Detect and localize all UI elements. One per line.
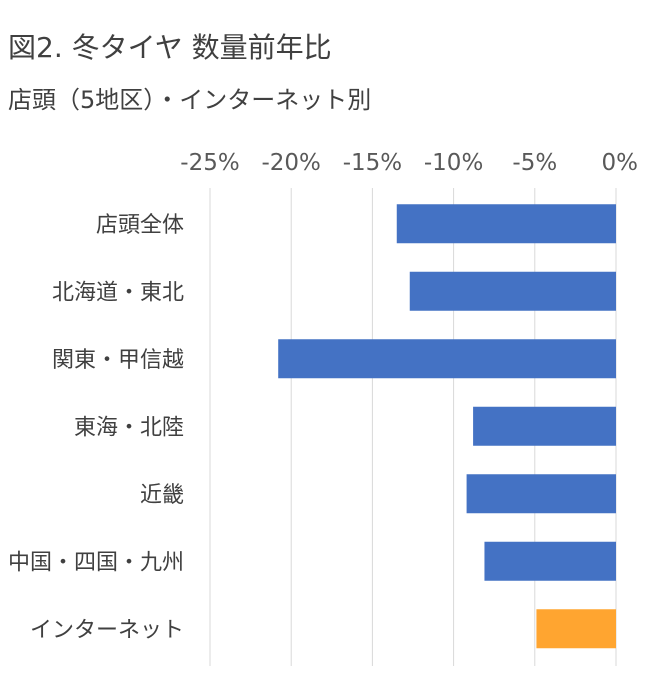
- bar: [278, 339, 616, 379]
- category-label: 中国・四国・九州: [8, 550, 184, 575]
- category-label: 北海道・東北: [52, 280, 184, 305]
- bar: [466, 474, 616, 514]
- bar: [409, 271, 616, 311]
- bar: [536, 609, 616, 649]
- category-label: 東海・北陸: [74, 415, 184, 440]
- chart-subtitle: 店頭（5地区）・インターネット別: [8, 86, 372, 114]
- x-tick-label: -5%: [512, 150, 557, 176]
- bar: [396, 204, 616, 244]
- x-tick-label: -20%: [261, 150, 320, 176]
- category-label: インターネット: [30, 618, 184, 643]
- category-label: 関東・甲信越: [52, 348, 184, 373]
- bar: [473, 406, 616, 446]
- category-label: 近畿: [140, 483, 184, 508]
- category-label: 店頭全体: [96, 213, 184, 238]
- x-tick-label: -25%: [180, 150, 239, 176]
- x-axis-tick-labels: -25% -20% -15% -10% -5% 0%: [180, 150, 638, 176]
- bars: [278, 204, 616, 649]
- x-tick-label: 0%: [602, 150, 639, 176]
- x-tick-label: -15%: [343, 150, 402, 176]
- chart-title: 図2. 冬タイヤ 数量前年比: [8, 31, 332, 64]
- x-tick-label: -10%: [424, 150, 483, 176]
- bar: [484, 541, 616, 581]
